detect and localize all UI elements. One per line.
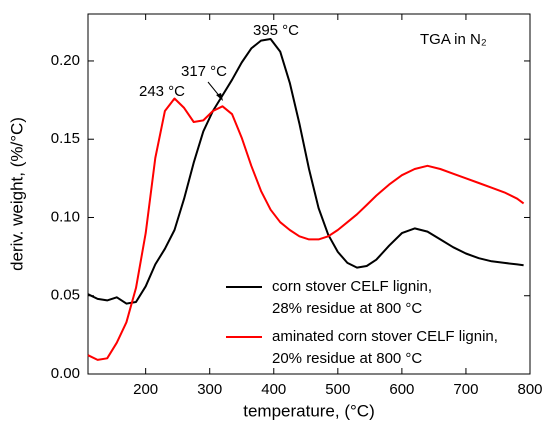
- annotation: TGA in N₂: [420, 31, 487, 48]
- y-tick-label: 0.05: [51, 287, 80, 304]
- annotation: 395 °C: [253, 22, 299, 39]
- x-tick-label: 300: [197, 381, 222, 398]
- x-tick-label: 700: [453, 381, 478, 398]
- series-line: [87, 97, 525, 361]
- annotation: 317 °C: [181, 63, 227, 80]
- x-tick-label: 500: [325, 381, 350, 398]
- x-axis-label: temperature, (°C): [243, 401, 375, 420]
- x-tick-label: 400: [261, 381, 286, 398]
- annotation-arrow-head: [216, 93, 223, 101]
- y-axis-label: deriv. weight, (%/°C): [7, 117, 26, 271]
- plot-frame: [87, 13, 531, 375]
- y-tick-label: 0.00: [51, 365, 80, 382]
- legend-label: corn stover CELF lignin, 28% residue at 8…: [272, 278, 432, 317]
- annotation: 243 °C: [139, 83, 185, 100]
- legend-label: aminated corn stover CELF lignin, 20% res…: [272, 328, 498, 367]
- y-tick-label: 0.15: [51, 130, 80, 147]
- y-tick-label: 0.10: [51, 208, 80, 225]
- x-tick-label: 800: [517, 381, 542, 398]
- x-tick-label: 600: [389, 381, 414, 398]
- y-tick-label: 0.20: [51, 52, 80, 69]
- series-line: [87, 38, 524, 305]
- x-tick-label: 200: [133, 381, 158, 398]
